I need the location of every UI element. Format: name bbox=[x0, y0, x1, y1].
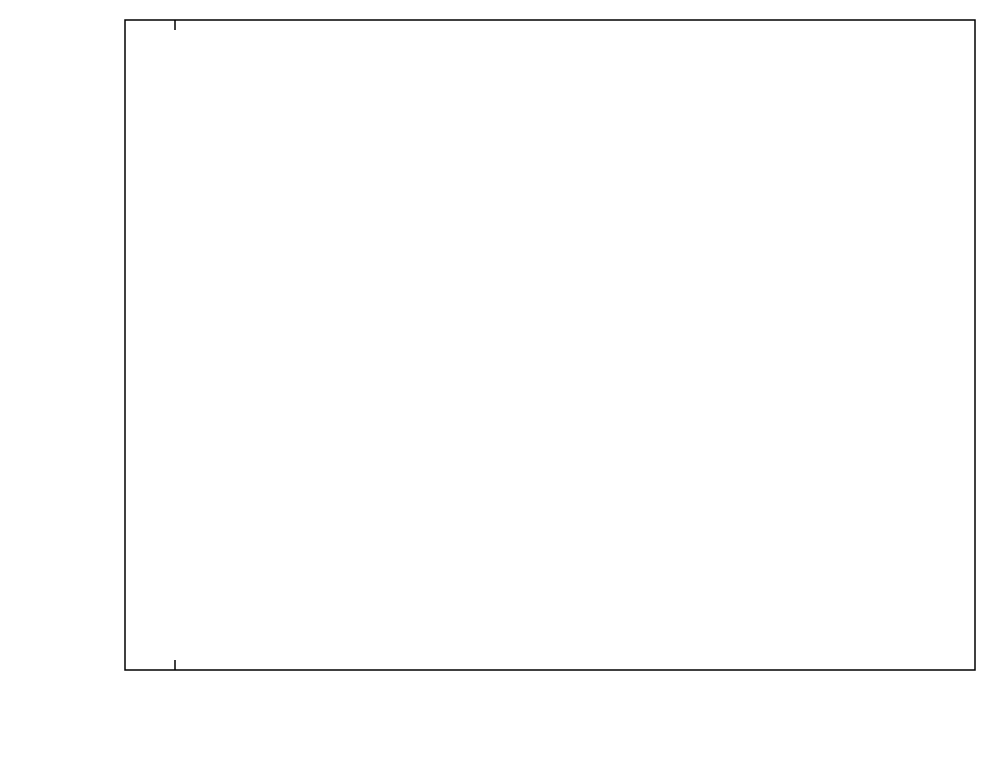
chart-svg bbox=[0, 0, 1000, 769]
chart-container bbox=[0, 0, 1000, 769]
